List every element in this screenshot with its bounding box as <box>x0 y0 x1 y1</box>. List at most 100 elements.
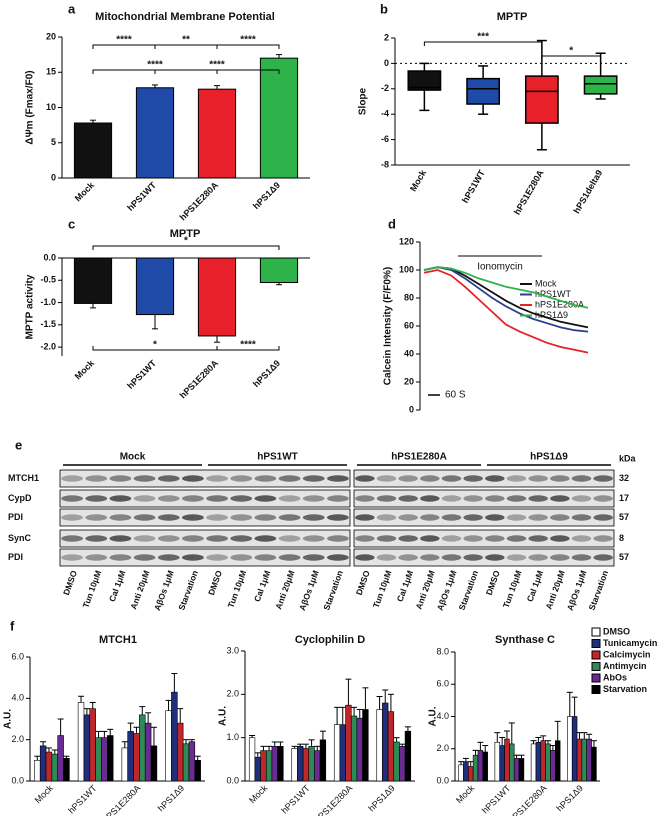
blot-strip <box>59 489 351 508</box>
blot-band <box>376 514 397 521</box>
bar <box>540 740 546 782</box>
bar <box>463 761 469 782</box>
y-tick-label: 0.0 <box>11 775 24 785</box>
blot-band <box>254 495 277 502</box>
blot-band <box>485 535 505 542</box>
blot-band <box>109 535 132 542</box>
bar <box>139 714 146 782</box>
bar <box>176 722 184 782</box>
chart-title: Cyclophilin D <box>295 634 365 646</box>
significance-bracket <box>92 245 280 250</box>
y-tick-label: 60 <box>404 320 414 330</box>
blot-band <box>133 554 156 561</box>
y-tick-label: -2.0 <box>40 341 56 351</box>
blot-band <box>133 495 156 502</box>
y-tick-label: 80 <box>404 292 414 302</box>
bar <box>127 731 134 782</box>
blot-band <box>230 475 253 482</box>
blot-band <box>550 475 570 482</box>
blot-band <box>528 535 548 542</box>
blot-strip <box>353 469 615 488</box>
legend-label: hPS1Δ9 <box>535 310 568 320</box>
blot-strip <box>353 529 615 548</box>
blot-band <box>85 495 108 502</box>
blot-band <box>376 535 397 542</box>
bar <box>345 704 352 782</box>
chart-title: Mitochondrial Membrane Potential <box>95 11 275 23</box>
bar <box>393 741 400 782</box>
y-tick-label: 4.0 <box>11 693 24 703</box>
bar <box>554 740 561 782</box>
box <box>583 75 618 95</box>
blot-band <box>109 475 132 482</box>
blot-band <box>61 535 83 542</box>
bar <box>291 748 298 782</box>
blot-band <box>355 475 375 482</box>
bar <box>83 714 91 782</box>
legend-swatch <box>591 650 601 660</box>
blot-band <box>550 535 570 542</box>
y-tick-label: 0.0 <box>43 252 56 262</box>
blot-band <box>420 514 440 521</box>
legend-label: hPS1E280A <box>535 299 584 309</box>
blot-band <box>571 475 592 482</box>
blot-band <box>206 514 228 521</box>
bar <box>277 746 284 782</box>
blot-band <box>182 495 204 502</box>
bar <box>39 745 47 782</box>
chart-title: Synthase C <box>495 634 555 646</box>
blot-band <box>506 495 527 502</box>
blot-band <box>182 535 204 542</box>
blot-band <box>327 475 349 482</box>
significance-label: ** <box>182 35 190 46</box>
blot-strip <box>59 548 351 567</box>
annotation: Ionomycin <box>477 262 523 273</box>
blot-band <box>593 535 613 542</box>
blot-band <box>230 554 253 561</box>
line <box>423 266 589 333</box>
panel-letter: b <box>380 1 388 16</box>
blot-band <box>420 554 440 561</box>
kda-label: 17 <box>619 493 629 503</box>
row-label: PDI <box>8 552 23 562</box>
blot-band <box>463 535 483 542</box>
blot-band <box>85 514 108 521</box>
blot-band <box>109 495 132 502</box>
blot-band <box>593 514 613 521</box>
blot-band <box>109 514 132 521</box>
legend-label: hPS1WT <box>535 289 572 299</box>
blot-band <box>420 475 440 482</box>
significance-bracket <box>216 346 280 351</box>
bar <box>319 739 327 782</box>
significance-bracket <box>541 55 602 60</box>
bar <box>387 711 395 782</box>
bar <box>458 764 464 782</box>
bar <box>545 743 551 782</box>
blot-strip <box>353 508 615 527</box>
group-label: Mock <box>120 452 146 463</box>
y-tick-label: 4.0 <box>436 711 449 721</box>
blot-band <box>327 495 349 502</box>
blot-band <box>61 495 83 502</box>
blot-band <box>571 554 592 561</box>
blot-band <box>506 514 527 521</box>
blot-band <box>376 475 397 482</box>
y-tick-label: -1.0 <box>40 297 56 307</box>
bar <box>586 738 592 782</box>
blot-band <box>254 475 277 482</box>
y-tick-label: 8.0 <box>436 646 449 656</box>
bar <box>530 743 537 782</box>
bar <box>95 737 102 782</box>
chart-title: MTCH1 <box>99 634 137 646</box>
bar <box>57 735 64 782</box>
bar <box>494 741 501 782</box>
bar <box>376 709 383 782</box>
kda-label: 8 <box>619 533 624 543</box>
blot-band <box>528 475 548 482</box>
y-tick-label: 2.0 <box>11 734 24 744</box>
blot-band <box>550 514 570 521</box>
blot-strip <box>59 529 351 548</box>
blot-band <box>182 475 204 482</box>
y-tick-label: -1.5 <box>40 319 56 329</box>
bar <box>302 748 310 782</box>
